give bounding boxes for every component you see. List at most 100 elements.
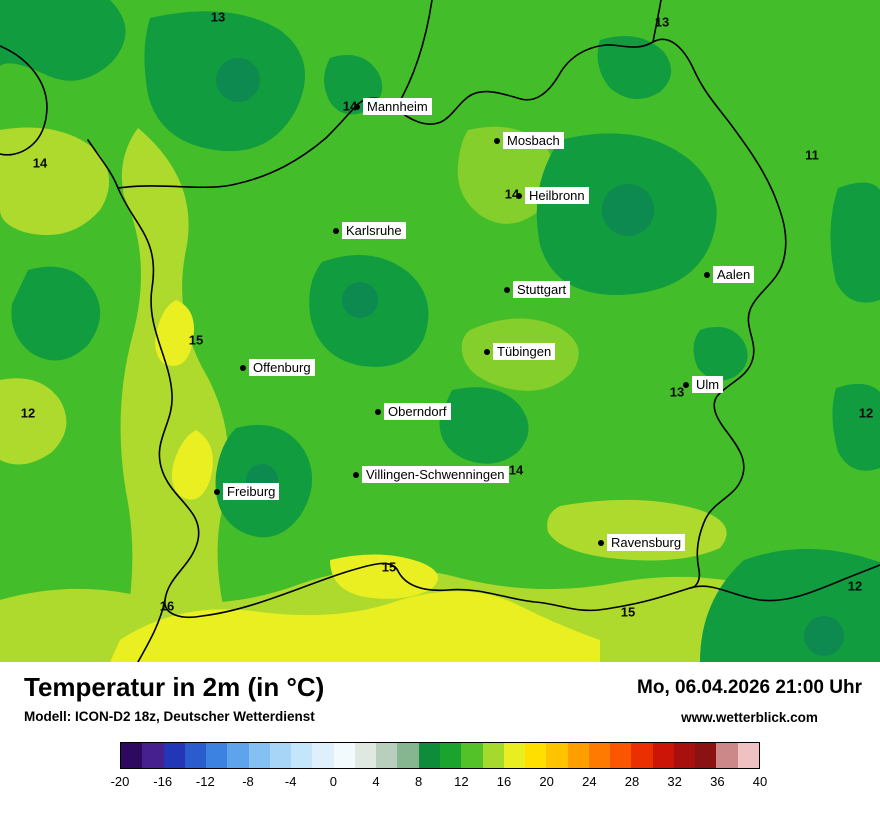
colorbar-segment: [737, 743, 759, 768]
colorbar-tick-label: 20: [539, 774, 554, 789]
colorbar-tick-label: -16: [153, 774, 173, 789]
colorbar-tick-label: -4: [284, 774, 297, 789]
colorbar-segment: [184, 743, 207, 768]
city-label: Oberndorf: [384, 403, 451, 420]
colorbar-segment: [376, 743, 398, 768]
colorbar-segment: [673, 743, 696, 768]
colorbar-segment: [227, 743, 249, 768]
border-line-basel: [137, 599, 166, 662]
colorbar-segment: [333, 743, 355, 768]
colorbar-segment: [610, 743, 632, 768]
colorbar-segment: [269, 743, 292, 768]
temperature-map: Mannheim Mosbach Heilbronn Karlsruhe Stuttga…: [0, 0, 880, 662]
map-region-blob: [832, 383, 880, 471]
colorbar-segment: [248, 743, 270, 768]
footer-header: Temperatur in 2m (in °C) Modell: ICON-D2…: [0, 662, 880, 725]
city-dot-icon: [504, 287, 510, 293]
colorbar-tick-label: 0: [329, 774, 337, 789]
temperature-field-svg: [0, 0, 880, 662]
map-region-blob: [110, 591, 600, 662]
city-dot-icon: [484, 349, 490, 355]
colorbar-segment: [461, 743, 483, 768]
city-label: Tübingen: [493, 343, 556, 360]
map-region-blob: [0, 127, 110, 236]
temperature-value-label: 15: [620, 604, 636, 620]
city-dot-icon: [494, 138, 500, 144]
city-label: Freiburg: [223, 483, 280, 500]
colorbar-tick-label: 8: [415, 774, 423, 789]
city-label: Ulm: [692, 376, 724, 393]
map-region-blob: [439, 387, 529, 464]
city-label: Offenburg: [249, 359, 315, 376]
border-line-france: [0, 45, 48, 156]
temperature-value-label: 14: [342, 98, 358, 114]
map-region-blob: [602, 184, 654, 236]
map-region-blob: [11, 266, 101, 361]
colorbar-segment: [163, 743, 185, 768]
colorbar-tick-label: 24: [582, 774, 597, 789]
temperature-value-label: 14: [32, 155, 48, 171]
colorbar-tick-label: 4: [372, 774, 380, 789]
temperature-value-label: 12: [858, 405, 874, 421]
city-dot-icon: [598, 540, 604, 546]
map-region-blob: [597, 36, 672, 100]
map-region-blob: [330, 554, 438, 599]
colorbar-tick-label: 12: [454, 774, 469, 789]
city-label: Villingen-Schwenningen: [362, 466, 509, 483]
city-dot-icon: [240, 365, 246, 371]
city-dot-icon: [354, 104, 360, 110]
colorbar-segment: [482, 743, 504, 768]
colorbar-segment: [291, 743, 313, 768]
colorbar-segment: [503, 743, 526, 768]
city-dot-icon: [704, 272, 710, 278]
map-region-blob: [155, 300, 194, 366]
temperature-colorbar: -20 -16 -12 -8 -4 0 4 8 12 16 20 24 28 32 36 40: [111, 742, 768, 792]
city-dot-icon: [516, 193, 522, 199]
temperature-value-label: 14: [508, 462, 524, 478]
city-label: Mosbach: [503, 132, 564, 149]
colorbar-tick-labels: -20 -16 -12 -8 -4 0 4 8 12 16 20 24 28 32 36 40: [111, 774, 768, 792]
temperature-value-label: 12: [20, 405, 36, 421]
temperature-value-label: 13: [669, 384, 685, 400]
colorbar-segment: [142, 743, 164, 768]
page-title: Temperatur in 2m (in °C): [24, 672, 325, 702]
colorbar-segment: [652, 743, 674, 768]
city-label: Ravensburg: [607, 534, 686, 551]
colorbar-tick-label: -8: [242, 774, 254, 789]
colorbar-segment: [695, 743, 717, 768]
temperature-value-label: 12: [847, 578, 863, 594]
colorbar-segment: [716, 743, 738, 768]
city-label: Karlsruhe: [342, 222, 406, 239]
map-region-blob: [0, 378, 67, 465]
colorbar-segment: [439, 743, 462, 768]
colorbar-tick-label: -12: [195, 774, 215, 789]
map-region-blob: [216, 58, 260, 102]
forecast-datetime: Mo, 06.04.2026 21:00 Uhr: [637, 677, 862, 698]
temperature-value-label: 13: [210, 9, 226, 25]
colorbar-tick-label: 36: [710, 774, 725, 789]
colorbar-segment: [312, 743, 334, 768]
city-label: Aalen: [713, 266, 755, 283]
map-region-blob: [804, 616, 844, 656]
temperature-value-label: 15: [381, 559, 397, 575]
map-region-blob: [0, 0, 126, 81]
map-region-blob: [118, 128, 238, 662]
map-region-blob: [830, 182, 880, 303]
city-dot-icon: [375, 409, 381, 415]
colorbar-segments: [120, 742, 760, 769]
map-region-blob: [171, 430, 213, 500]
city-label: Mannheim: [363, 98, 432, 115]
colorbar-segment: [397, 743, 419, 768]
colorbar-tick-label: -20: [110, 774, 130, 789]
colorbar-tick-label: 16: [496, 774, 512, 789]
colorbar-tick-label: 32: [667, 774, 682, 789]
city-label: Heilbronn: [525, 187, 589, 204]
border-line-northeast-top: [652, 0, 662, 43]
footer-left: Temperatur in 2m (in °C) Modell: ICON-D2…: [24, 672, 324, 724]
footer-right: Mo, 06.04.2026 21:00 Uhr www.wetterblick…: [637, 672, 862, 725]
colorbar-segment: [206, 743, 228, 768]
city-dot-icon: [333, 228, 339, 234]
temperature-value-label: 11: [805, 147, 819, 163]
colorbar-segment: [546, 743, 568, 768]
footer-panel: Temperatur in 2m (in °C) Modell: ICON-D2…: [0, 662, 880, 830]
